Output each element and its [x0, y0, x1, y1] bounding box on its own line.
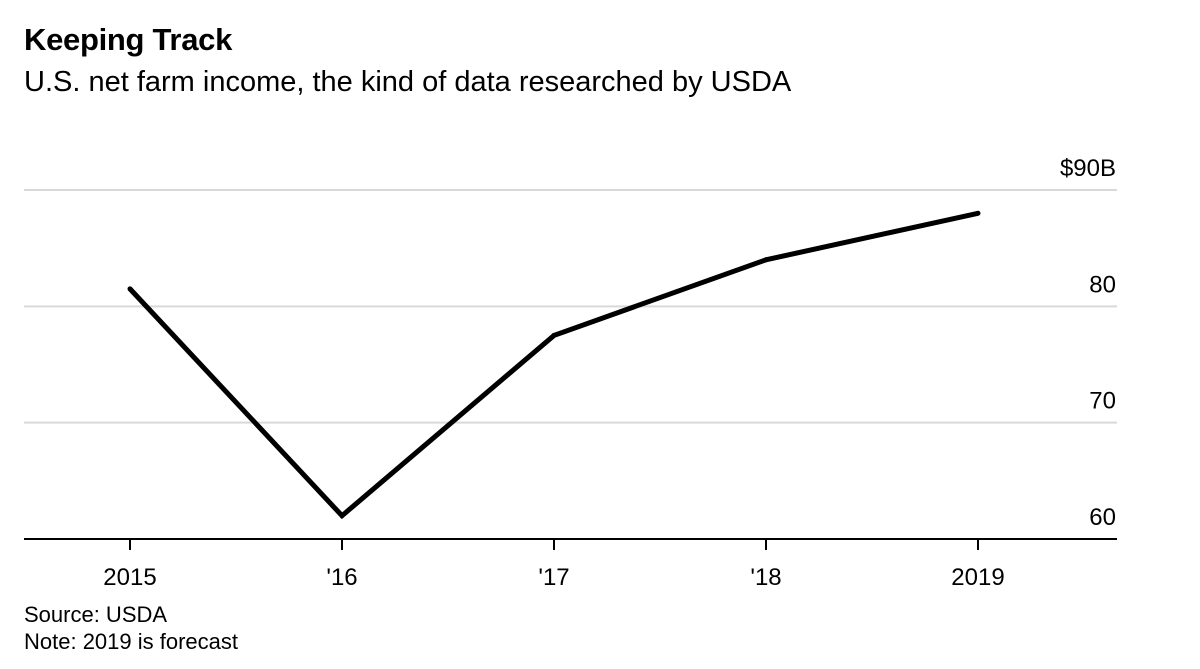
- forecast-note: Note: 2019 is forecast: [24, 629, 239, 654]
- y-tick-label: 70: [1089, 388, 1116, 415]
- x-tick-label: '17: [538, 564, 569, 591]
- series: [127, 210, 981, 520]
- y-tick-label: $90B: [1060, 155, 1116, 182]
- y-axis-labels: 60 70 80 $90B: [1060, 155, 1116, 531]
- data-point: [127, 286, 133, 292]
- data-point: [339, 513, 345, 519]
- y-tick-label: 80: [1089, 271, 1116, 298]
- gridlines: [24, 189, 1117, 424]
- series-line: [128, 210, 979, 520]
- data-point: [975, 210, 981, 216]
- x-tick-label: '18: [750, 564, 781, 591]
- x-tick-label: 2019: [951, 564, 1004, 591]
- data-point: [763, 257, 769, 263]
- x-axis-labels: 2015 '16 '17 '18 2019: [103, 539, 1005, 591]
- data-point: [551, 332, 557, 338]
- chart-subtitle: U.S. net farm income, the kind of data r…: [24, 66, 792, 98]
- source-note: Source: USDA: [24, 602, 168, 627]
- chart-title: Keeping Track: [24, 22, 233, 57]
- x-tick-label: '16: [326, 564, 357, 591]
- y-tick-label: 60: [1089, 504, 1116, 531]
- x-tick-label: 2015: [103, 564, 156, 591]
